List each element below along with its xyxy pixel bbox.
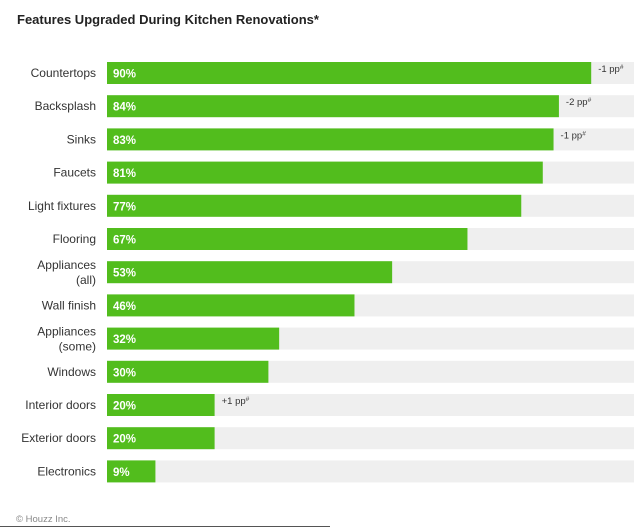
value-label: 53% <box>113 268 136 280</box>
category-label: Light fixtures <box>28 199 96 213</box>
category-label: Countertops <box>31 66 96 80</box>
bar <box>107 394 215 416</box>
change-annotation: -1 pp# <box>598 64 624 75</box>
bar <box>107 327 280 350</box>
bar <box>107 62 592 84</box>
bar <box>107 194 522 217</box>
category-label: Appliances (all) <box>37 258 96 287</box>
change-annotation: -1 pp# <box>561 130 587 141</box>
bar <box>107 294 355 317</box>
value-label: 46% <box>113 301 136 313</box>
bar-track <box>107 427 634 450</box>
category-label: Sinks <box>67 132 96 146</box>
change-annotation: -2 pp# <box>566 97 592 108</box>
value-label: 67% <box>113 235 136 247</box>
value-label: 9% <box>113 467 130 479</box>
value-label: 32% <box>113 334 136 346</box>
bar <box>107 360 269 383</box>
value-label: 20% <box>113 401 136 413</box>
bar <box>107 228 468 250</box>
value-label: 20% <box>113 434 136 446</box>
value-label: 77% <box>113 201 136 213</box>
value-label: 84% <box>113 102 136 114</box>
category-label: Interior doors <box>25 398 96 412</box>
chart-title: Features Upgraded During Kitchen Renovat… <box>17 12 319 27</box>
category-label: Faucets <box>53 166 96 180</box>
value-label: 83% <box>113 135 136 147</box>
category-label: Exterior doors <box>21 431 96 445</box>
bar-track <box>107 460 634 483</box>
category-label: Wall finish <box>42 298 96 312</box>
category-label: Flooring <box>53 232 96 246</box>
copyright-credit: © Houzz Inc. <box>16 514 71 525</box>
bar <box>107 427 215 450</box>
category-label: Appliances (some) <box>37 325 96 354</box>
bar-track <box>107 394 634 416</box>
bar <box>107 460 156 483</box>
bar <box>107 161 543 184</box>
change-annotation: +1 pp# <box>222 396 250 407</box>
value-label: 30% <box>113 367 136 379</box>
bar <box>107 128 554 151</box>
bar <box>107 261 393 284</box>
category-label: Backsplash <box>35 99 96 113</box>
bar <box>107 95 559 118</box>
value-label: 81% <box>113 168 136 180</box>
category-label: Windows <box>47 365 96 379</box>
value-label: 90% <box>113 69 136 81</box>
footer-divider <box>0 526 330 527</box>
category-label: Electronics <box>37 464 96 478</box>
